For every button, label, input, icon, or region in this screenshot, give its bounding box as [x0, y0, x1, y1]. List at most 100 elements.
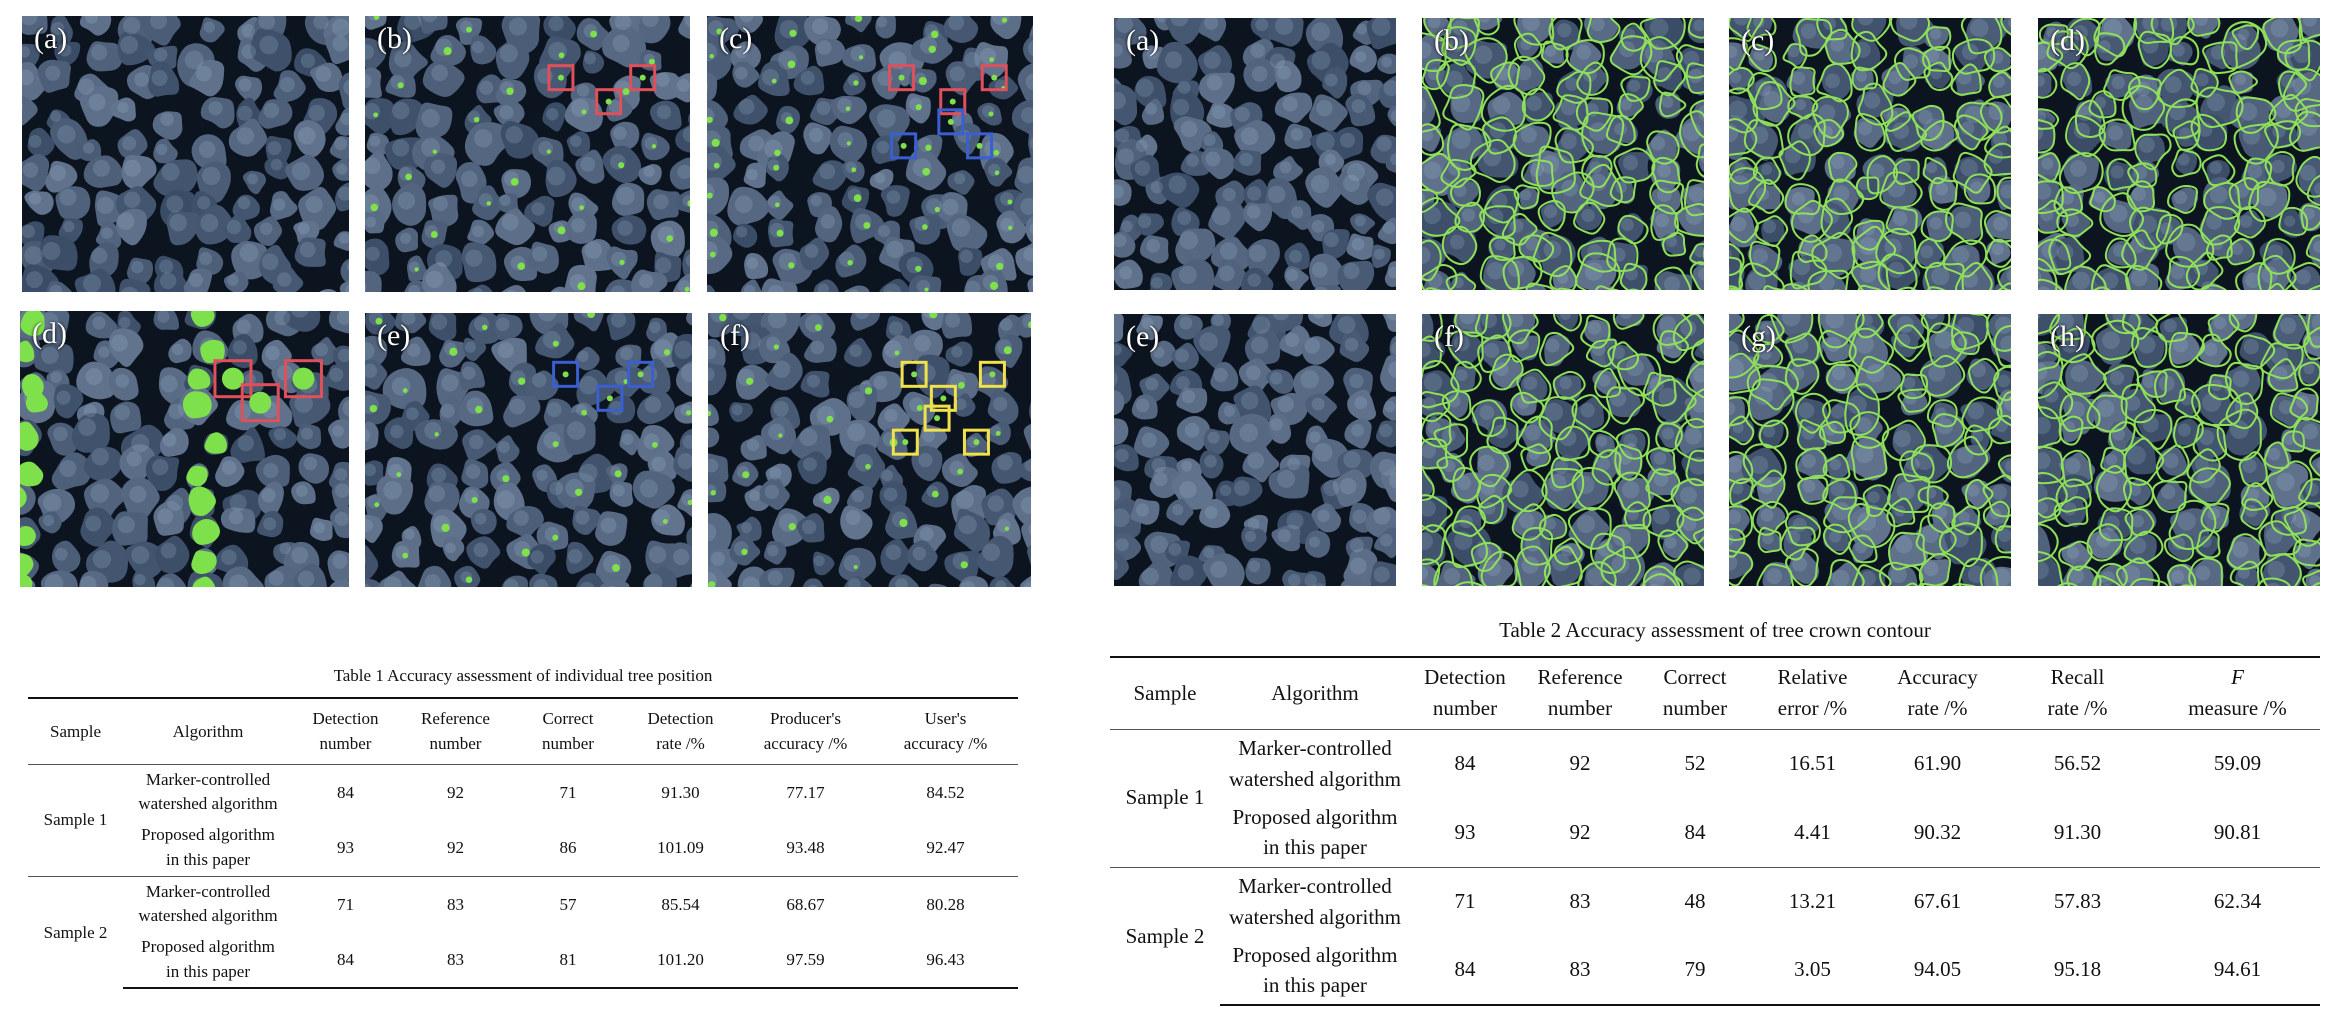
table-cell: 59.09	[2213, 751, 2262, 775]
table-row: Proposed algorithm in this paper 84 83 79…	[1110, 936, 2320, 1006]
table-cell: 90.81	[2213, 819, 2262, 844]
table2-header-relative-error: Relative error /%	[1750, 656, 1875, 730]
panel-label: (d)	[32, 317, 67, 350]
table1-header-correct-number: Correct number	[513, 697, 623, 765]
fig1-panel-f: (f)	[708, 313, 1031, 587]
table1-algorithm: Marker-controlled watershed algorithm	[123, 875, 293, 932]
table2-header-correct-number: Correct number	[1640, 656, 1750, 730]
panel-label: (b)	[1434, 24, 1469, 57]
table2-algorithm: Proposed algorithm in this paper	[1232, 804, 1398, 860]
fig2-panel-b: (b)	[1422, 18, 1704, 290]
table1-header-producers-accuracy: Producer's accuracy /%	[738, 697, 873, 765]
table2-algorithm: Marker-controlled watershed algorithm	[1228, 736, 1402, 791]
table2-header-algorithm: Algorithm	[1220, 656, 1410, 730]
table-cell: 62.34	[2155, 866, 2320, 936]
table1-header-detection-rate: Detection rate /%	[623, 697, 738, 765]
table-row: Proposed algorithm in this paper 93 92 84…	[1110, 798, 2320, 867]
table2-algorithm: Marker-controlled watershed algorithm	[1220, 866, 1410, 936]
aerial-image	[365, 16, 690, 292]
table-cell: 83	[1520, 936, 1640, 1006]
panel-label: (b)	[377, 22, 412, 55]
table-cell: 91.30	[661, 782, 700, 802]
table-cell: 84	[1454, 751, 1476, 775]
table2-sample-1: Sample 1	[1125, 785, 1205, 810]
panel-label: (g)	[1741, 320, 1776, 353]
table2-header-sample: Sample	[1110, 656, 1220, 730]
table-cell: 71	[1410, 866, 1520, 936]
table-cell: 85.54	[623, 875, 738, 932]
table-cell: 56.52	[2053, 751, 2102, 775]
panel-label: (d)	[2050, 24, 2085, 57]
table-cell: 92.47	[926, 838, 965, 857]
table-cell: 94.61	[2155, 936, 2320, 1006]
table-row: Proposed algorithm in this paper 84 83 81…	[28, 932, 1018, 989]
table-cell: 83	[1520, 866, 1640, 936]
table1-algorithm: Proposed algorithm in this paper	[123, 932, 293, 989]
table-cell: 92	[1569, 819, 1591, 844]
table1-caption: Table 1 Accuracy assessment of individua…	[333, 666, 713, 685]
panel-label: (e)	[1126, 320, 1160, 353]
table-cell: 97.59	[738, 932, 873, 989]
table-cell: 84	[337, 782, 354, 802]
fig2-panel-h: (h)	[2038, 314, 2320, 586]
table-cell: 84.52	[926, 782, 965, 802]
aerial-image	[1729, 314, 2011, 586]
aerial-image	[1729, 18, 2011, 290]
fig1-panel-b: (b)	[365, 16, 690, 292]
fig1-panel-c: (c)	[707, 16, 1033, 292]
table-cell: 3.05	[1750, 936, 1875, 1006]
aerial-image	[707, 16, 1033, 292]
table1-algorithm: Marker-controlled watershed algorithm	[138, 769, 278, 814]
panel-label: (c)	[1741, 24, 1775, 57]
table-cell: 81	[513, 932, 623, 989]
aerial-image	[22, 16, 349, 292]
table-cell: 13.21	[1750, 866, 1875, 936]
fig2-panel-g: (g)	[1729, 314, 2011, 586]
table2-header-reference-number: Reference number	[1520, 656, 1640, 730]
aerial-image	[1114, 18, 1396, 290]
table1-algorithm: Proposed algorithm in this paper	[141, 825, 275, 869]
panel-label: (f)	[720, 319, 750, 352]
table-cell: 101.20	[623, 932, 738, 989]
table-cell: 80.28	[873, 875, 1018, 932]
table-cell: 92	[1569, 751, 1591, 775]
table-cell: 93	[337, 838, 354, 857]
table-cell: 101.09	[657, 838, 704, 857]
table-row: Sample 1 Marker-controlled watershed algo…	[1110, 729, 2320, 809]
table-cell: 84	[293, 932, 398, 989]
table-cell: 92	[447, 838, 464, 857]
table-row: Proposed algorithm in this paper 93 92 86…	[28, 820, 1018, 876]
table1-sample-2: Sample 2	[28, 875, 123, 988]
table-cell: 84	[1410, 936, 1520, 1006]
table-cell: 71	[293, 875, 398, 932]
table-cell: 86	[559, 838, 577, 857]
table-cell: 67.61	[1875, 866, 2000, 936]
fig2-panel-a: (a)	[1114, 18, 1396, 290]
table1-header-users-accuracy: User's accuracy /%	[873, 697, 1018, 765]
panel-label: (c)	[719, 22, 753, 55]
table-cell: 68.67	[738, 875, 873, 932]
table1-header-reference-number: Reference number	[398, 697, 513, 765]
table2-header-recall-rate: Recall rate /%	[2000, 656, 2155, 730]
table2-algorithm: Proposed algorithm in this paper	[1220, 936, 1410, 1006]
fig2-panel-c: (c)	[1729, 18, 2011, 290]
panel-label: (h)	[2050, 320, 2085, 353]
table-cell: 52	[1684, 751, 1706, 775]
table1-sample-1: Sample 1	[43, 810, 108, 830]
table2-header-accuracy-rate: Accuracy rate /%	[1875, 656, 2000, 730]
table-cell: 93.48	[786, 838, 825, 857]
table-cell: 77.17	[786, 782, 825, 802]
table2: Sample Algorithm Detection number Referen…	[1110, 656, 2320, 1006]
table-cell: 83	[398, 875, 513, 932]
table-cell: 95.18	[2000, 936, 2155, 1006]
panel-label: (a)	[34, 22, 68, 55]
table-row: Sample 1 Marker-controlled watershed algo…	[28, 764, 1018, 830]
aerial-image	[1114, 314, 1396, 586]
table2-caption: Table 2 Accuracy assessment of tree crow…	[1499, 618, 1931, 642]
panel-label: (f)	[1434, 320, 1464, 353]
aerial-image	[2038, 18, 2320, 290]
table-cell: 79	[1640, 936, 1750, 1006]
table-cell: 61.90	[1913, 751, 1962, 775]
aerial-image	[1422, 314, 1704, 586]
table-cell: 92	[447, 782, 464, 802]
